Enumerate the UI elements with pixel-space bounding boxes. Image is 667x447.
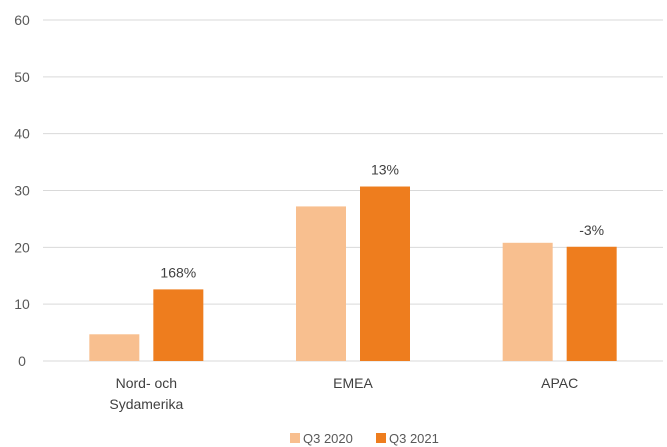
x-category-label: Nord- och [116, 375, 177, 391]
data-label: 168% [160, 264, 196, 280]
y-tick-label: 40 [14, 126, 30, 142]
y-tick-label: 0 [18, 353, 26, 369]
legend-label: Q3 2021 [389, 431, 439, 446]
legend-swatch [290, 433, 300, 443]
bar-q3-2021 [153, 289, 204, 361]
legend-swatch [376, 433, 386, 443]
gridlines [43, 19, 663, 362]
bar-q3-2020 [296, 206, 346, 361]
y-axis-tick-labels: 0 10 20 30 40 50 60 [14, 12, 30, 369]
x-category-label: EMEA [333, 375, 373, 391]
data-label: 13% [371, 162, 399, 178]
x-axis-category-labels: Nord- och Sydamerika EMEA APAC [109, 375, 578, 412]
data-label: -3% [579, 222, 604, 238]
x-category-label: Sydamerika [109, 396, 183, 412]
legend-label: Q3 2020 [303, 431, 353, 446]
x-category-label: APAC [541, 375, 578, 391]
bars [89, 186, 617, 361]
y-tick-label: 50 [14, 69, 30, 85]
data-labels: 168% 13% -3% [160, 162, 604, 281]
y-tick-label: 10 [14, 296, 30, 312]
y-tick-label: 20 [14, 239, 30, 255]
bar-q3-2021 [566, 246, 617, 361]
bar-q3-2020 [502, 242, 553, 361]
y-tick-label: 30 [14, 183, 30, 199]
bar-q3-2021 [360, 186, 410, 361]
legend: Q3 2020 Q3 2021 [290, 431, 439, 446]
y-tick-label: 60 [14, 12, 30, 28]
bar-q3-2020 [89, 334, 140, 361]
